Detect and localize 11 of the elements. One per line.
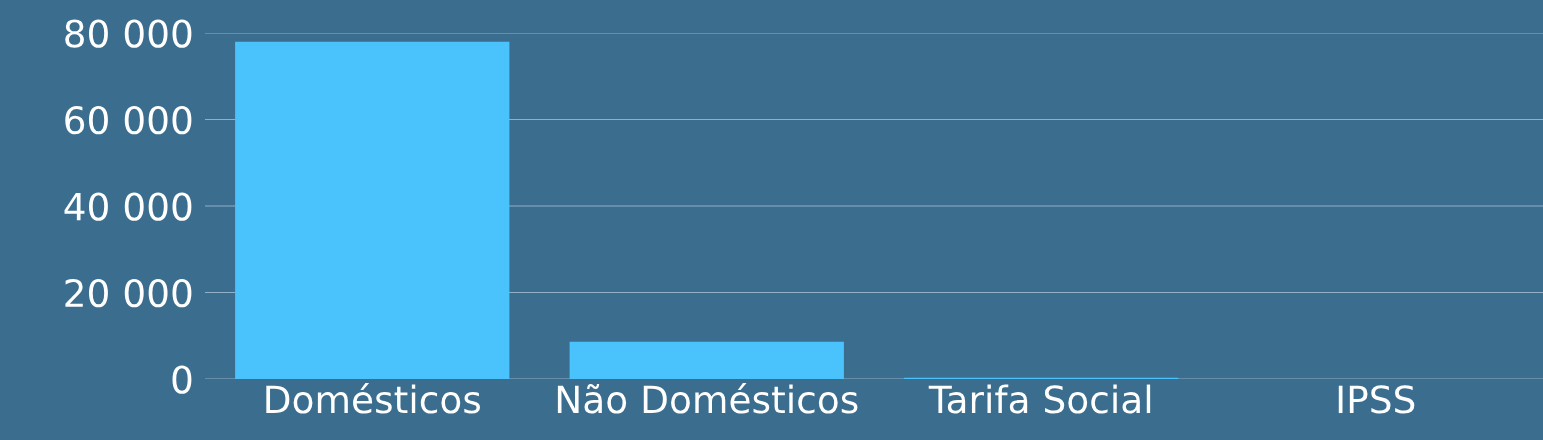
- x-tick-label: Não Domésticos: [557, 383, 858, 414]
- y-tick-label: 80 000: [65, 19, 192, 48]
- x-tick-label: IPSS: [1338, 385, 1415, 414]
- bar: [235, 41, 510, 379]
- bar: [569, 341, 844, 379]
- y-tick-label: 0: [172, 365, 192, 394]
- y-tick-label: 40 000: [64, 192, 192, 221]
- x-tick-label: Tarifa Social: [928, 384, 1151, 414]
- x-tick-label: Domésticos: [266, 383, 481, 414]
- y-tick-label: 20 000: [65, 278, 192, 308]
- y-tick-label: 60 000: [65, 105, 192, 135]
